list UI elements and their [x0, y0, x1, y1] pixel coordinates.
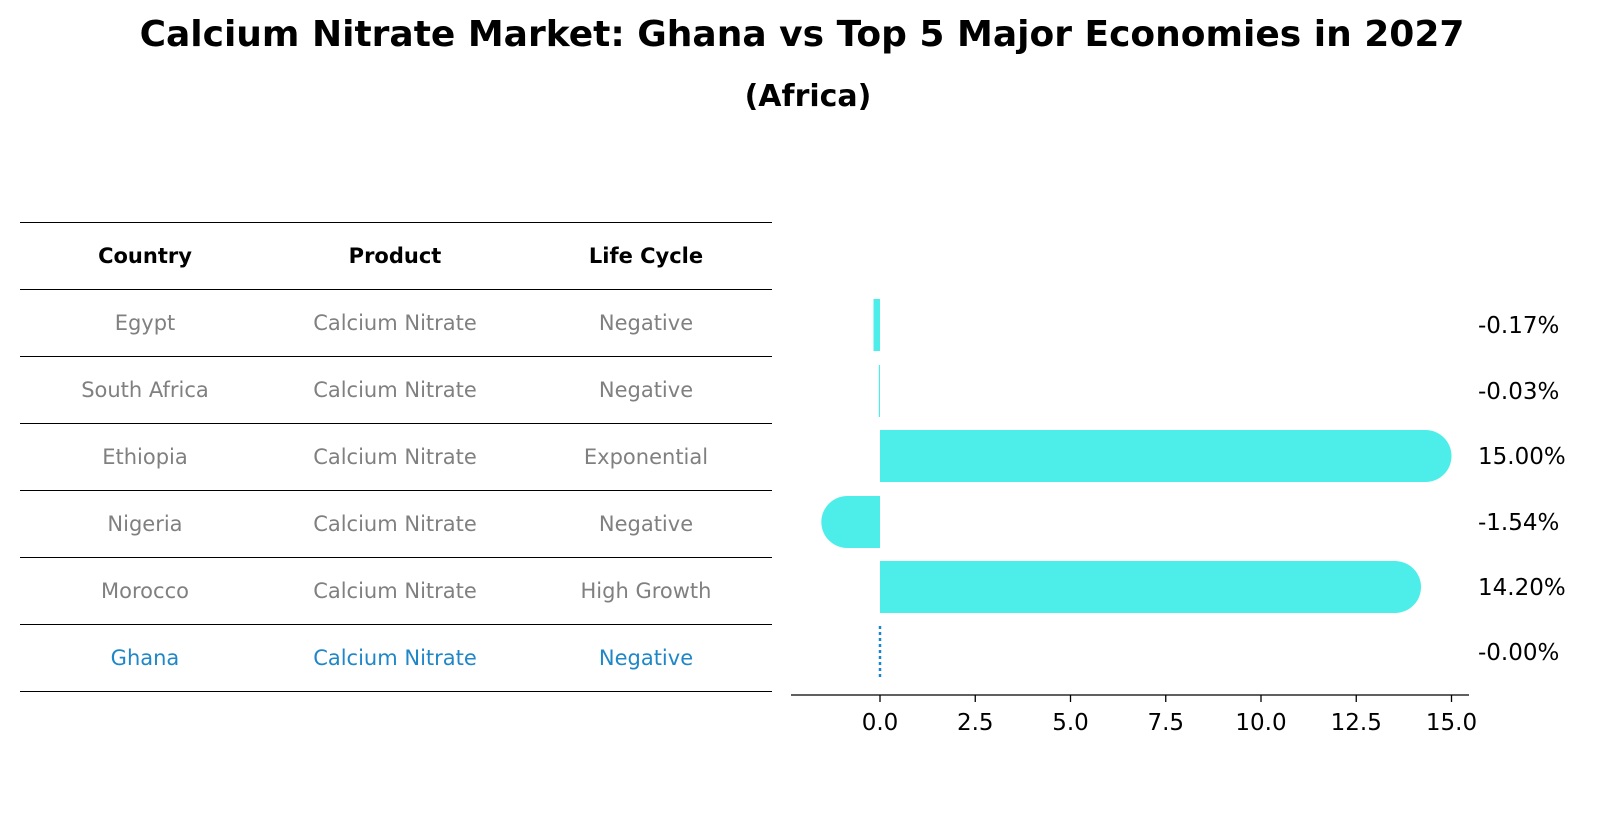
cell-country: South Africa [81, 378, 209, 402]
bar-south-africa [878, 365, 880, 417]
x-tick-label: 10.0 [1235, 710, 1286, 736]
x-tick-label: 0.0 [862, 710, 899, 736]
cell-product: Calcium Nitrate [313, 646, 477, 670]
value-label-ethiopia: 15.00% [1478, 444, 1566, 470]
cell-product: Calcium Nitrate [313, 311, 477, 335]
cell-country: Morocco [101, 579, 189, 603]
cell-country: Egypt [114, 311, 176, 335]
cell-life-cycle: High Growth [580, 579, 712, 603]
table-row: Nigeria Calcium Nitrate Negative [20, 490, 772, 557]
bar-egypt [873, 299, 880, 351]
x-tick-label: 15.0 [1426, 710, 1477, 736]
table-row-highlighted: Ghana Calcium Nitrate Negative [20, 624, 772, 692]
table-row: Morocco Calcium Nitrate High Growth [20, 557, 772, 624]
x-tick-label: 12.5 [1331, 710, 1382, 736]
cell-country: Ethiopia [102, 445, 188, 469]
value-label-egypt: -0.17% [1478, 313, 1559, 339]
value-label-nigeria: -1.54% [1478, 510, 1559, 536]
cell-life-cycle: Exponential [583, 445, 709, 469]
table-header-row: Country Product Life Cycle [20, 222, 772, 289]
cell-life-cycle: Negative [598, 512, 694, 536]
chart-title: Calcium Nitrate Market: Ghana vs Top 5 M… [139, 14, 1465, 55]
table-row: Egypt Calcium Nitrate Negative [20, 289, 772, 356]
x-tick-label: 7.5 [1147, 710, 1184, 736]
chart-subtitle: (Africa) [744, 79, 872, 114]
cell-product: Calcium Nitrate [313, 378, 477, 402]
cell-country: Nigeria [107, 512, 183, 536]
header-country: Country [98, 244, 192, 268]
value-label-ghana: -0.00% [1478, 640, 1559, 666]
bar-ethiopia [880, 430, 1452, 482]
cell-product: Calcium Nitrate [313, 512, 477, 536]
cell-life-cycle: Negative [598, 646, 694, 670]
cell-life-cycle: Negative [598, 311, 694, 335]
header-life-cycle: Life Cycle [588, 244, 704, 268]
cell-product: Calcium Nitrate [313, 445, 477, 469]
x-tick-label: 5.0 [1052, 710, 1089, 736]
cell-product: Calcium Nitrate [313, 579, 477, 603]
value-label-morocco: 14.20% [1478, 575, 1566, 601]
market-table: Country Product Life Cycle Egypt Calcium… [20, 222, 772, 692]
cell-life-cycle: Negative [598, 378, 694, 402]
cell-country: Ghana [110, 646, 180, 670]
header-product: Product [348, 244, 442, 268]
table-row: South Africa Calcium Nitrate Negative [20, 356, 772, 423]
value-label-south-africa: -0.03% [1478, 379, 1559, 405]
bar-nigeria [821, 496, 880, 548]
bar-morocco [880, 561, 1422, 613]
x-tick-label: 2.5 [957, 710, 994, 736]
table-row: Ethiopia Calcium Nitrate Exponential [20, 423, 772, 490]
